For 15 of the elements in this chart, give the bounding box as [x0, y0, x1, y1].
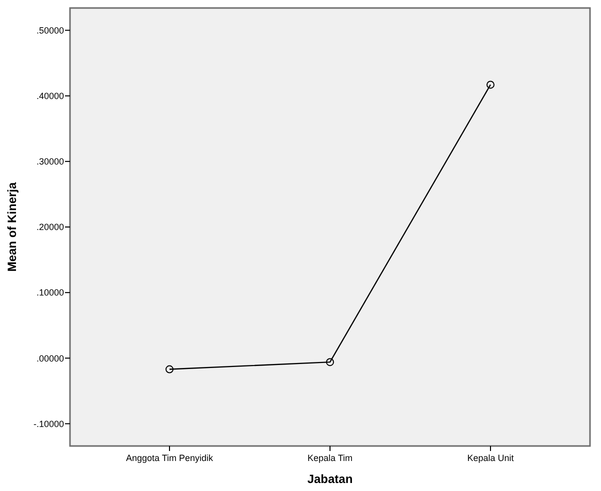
x-tick-label: Kepala Tim	[307, 453, 353, 463]
point	[166, 365, 174, 374]
x-tick-label: Anggota Tim Penyidik	[126, 453, 214, 463]
y-tick-label: .20000	[36, 222, 64, 232]
y-tick-label: -.10000	[33, 418, 64, 429]
y-axis-title: Mean of Kinerja	[5, 182, 19, 272]
point	[326, 358, 334, 366]
y-tick-label: .10000	[36, 288, 64, 298]
y-tick-label: .30000	[36, 156, 64, 167]
y-tick-label: .50000	[36, 25, 64, 36]
y-tick-label: .00000	[36, 353, 64, 364]
y-tick-label: .40000	[36, 91, 64, 102]
point	[486, 80, 494, 89]
x-tick-label: Kepala Unit	[467, 453, 514, 463]
x-axis-title: Jabatan	[307, 472, 353, 486]
